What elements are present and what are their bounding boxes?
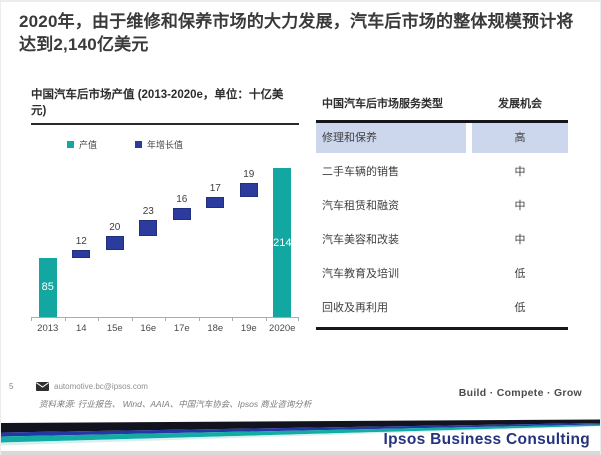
bar-17e [172, 208, 191, 220]
service-type-cell: 修理和保养 [316, 123, 466, 153]
legend-label: 产值 [79, 140, 98, 150]
opportunity-cell: 中 [514, 166, 526, 178]
chart-title: 中国汽车后市场产值 (2013-2020e，单位：十亿美元) [31, 89, 284, 117]
table-bottom-rule [316, 327, 568, 330]
brand-wordmark: Ipsos Business Consulting [383, 431, 590, 448]
bar-2020e: 214 [273, 168, 291, 317]
opportunity-cell: 低 [514, 302, 526, 314]
axis-tick [198, 317, 200, 321]
bar-value-label: 85 [41, 281, 54, 294]
bar-16e [139, 219, 158, 236]
service-type-cell: 二手车辆的销售 [322, 166, 399, 178]
axis-tick [98, 317, 99, 321]
x-tick-label-18e: 18e [207, 323, 224, 334]
page-number: 5 [9, 382, 14, 391]
axis-tick [31, 317, 32, 321]
bar-value-label: 19 [243, 169, 255, 181]
opportunity-cell: 低 [514, 268, 526, 280]
x-tick-label-15e: 15e [106, 323, 123, 334]
chart-title-divider [31, 123, 299, 125]
x-tick-label-2013: 2013 [37, 323, 59, 334]
table-row: 汽车教育及培训 低 [316, 259, 568, 293]
brand-tagline: Build · Compete · Grow [458, 387, 582, 399]
service-type-cell: 汽车租赁和融资 [322, 200, 399, 212]
axis-tick [165, 317, 166, 321]
opportunity-cell: 中 [514, 200, 526, 212]
bar-15e [105, 235, 124, 250]
bar-value-label: 20 [109, 221, 121, 233]
bar-value-label: 17 [209, 182, 221, 194]
table-row: 汽车美容和改装 中 [316, 225, 568, 259]
x-tick-label-16e: 16e [140, 323, 157, 334]
x-tick-label-19e: 19e [240, 323, 257, 334]
opportunity-table: 中国汽车后市场服务类型 发展机会 修理和保养高二手车辆的销售中汽车租赁和融资中汽… [316, 90, 568, 330]
legend-item-0: 产值 [67, 138, 97, 151]
table-top-rule [316, 120, 568, 123]
bar-value-label: 23 [142, 205, 154, 217]
table-body: 修理和保养高二手车辆的销售中汽车租赁和融资中汽车美容和改装中汽车教育及培训低回收… [316, 123, 568, 327]
envelope-icon [36, 382, 49, 391]
axis-tick [298, 317, 299, 321]
source-note: 资料来源: 行业报告、 Wind、AAIA、中国汽车协会、Ipsos 商业咨询分… [39, 399, 312, 409]
legend-label: 年增长值 [147, 140, 184, 150]
bar-value-label: 214 [273, 236, 292, 249]
axis-tick [265, 317, 267, 321]
bar-2013: 85 [38, 257, 57, 317]
waterfall-plot: 85 12 20 23 16 17 19 214 [31, 158, 299, 321]
axis-tick [232, 317, 233, 321]
bar-14 [72, 249, 91, 258]
chart-legend: 产值 年增长值 [67, 138, 183, 151]
service-type-cell: 汽车美容和改装 [322, 234, 399, 246]
axis-tick [64, 317, 66, 321]
legend-item-1: 年增长值 [135, 138, 183, 151]
x-tick-label-14: 14 [75, 323, 87, 334]
bar-19e [239, 183, 258, 197]
table-row: 回收及再利用 低 [316, 293, 568, 327]
service-type-cell: 汽车教育及培训 [322, 268, 399, 280]
table-row: 修理和保养高 [316, 123, 568, 157]
x-axis-labels: 2013 14 15e 16e 17e 18e 19e 2020e [31, 323, 299, 335]
table-header-row: 中国汽车后市场服务类型 发展机会 [316, 90, 568, 120]
service-type-cell: 回收及再利用 [322, 302, 388, 314]
legend-swatch-icon [135, 141, 143, 148]
axis-tick [131, 317, 133, 321]
bar-value-label: 12 [75, 235, 87, 247]
x-tick-label-17e: 17e [173, 323, 190, 334]
legend-swatch-icon [67, 141, 74, 148]
table-row: 二手车辆的销售 中 [316, 157, 568, 191]
slide-title: 2020年，由于维修和保养市场的大力发展，汽车后市场的整体规模预计将达到2,14… [19, 12, 574, 54]
table-header-opportunity: 发展机会 [498, 98, 542, 110]
bottom-edge-strip [1, 451, 600, 455]
x-tick-label-2020e: 2020e [269, 323, 296, 334]
bar-value-label: 16 [176, 194, 188, 206]
table-row: 汽车租赁和融资 中 [316, 191, 568, 225]
opportunity-cell: 中 [514, 234, 526, 246]
contact-email-link[interactable]: automotive.bc@ipsos.com [54, 382, 148, 391]
brand-swoosh-graphic [1, 419, 600, 446]
bar-18e [206, 196, 225, 209]
table-header-service-type: 中国汽车后市场服务类型 [322, 98, 443, 110]
opportunity-cell: 高 [472, 123, 568, 153]
